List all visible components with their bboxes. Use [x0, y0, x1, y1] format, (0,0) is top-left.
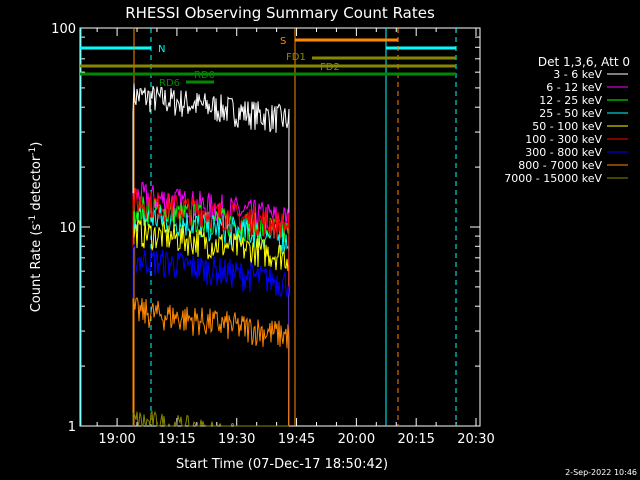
x-tick-label: 19:30 [218, 432, 255, 447]
x-tick-label: 20:15 [397, 432, 434, 447]
x-tick-label: 19:45 [278, 432, 315, 447]
flag-label: S [280, 36, 286, 47]
legend-label: 25 - 50 keV [539, 107, 602, 120]
footer-date: 2-Sep-2022 10:46 [565, 468, 637, 477]
flag-label: RD0 [194, 70, 215, 81]
flag-label: N [158, 44, 165, 55]
series-line [132, 188, 290, 427]
legend-label: 12 - 25 keV [539, 94, 602, 107]
series-line [132, 219, 290, 427]
flag-label: FD2 [320, 62, 340, 73]
series-line [132, 410, 289, 427]
y-tick-label: 1 [68, 420, 76, 435]
legend-label: 3 - 6 keV [553, 68, 602, 81]
x-tick-label: 20:30 [457, 432, 494, 447]
series-line [132, 205, 290, 427]
chart-title: RHESSI Observing Summary Count Rates [125, 4, 435, 22]
x-tick-label: 20:00 [338, 432, 375, 447]
legend-label: 100 - 300 keV [525, 133, 602, 146]
y-axis-label: Count Rate (s-1 detector-1) [28, 142, 44, 313]
series-line [132, 297, 290, 427]
flag-label: FD1 [286, 52, 306, 63]
x-tick-label: 19:15 [158, 432, 195, 447]
series-line [132, 243, 290, 427]
legend-label: 6 - 12 keV [546, 81, 602, 94]
y-tick-label: 10 [59, 221, 76, 236]
x-axis-label: Start Time (07-Dec-17 18:50:42) [176, 457, 388, 472]
x-tick-label: 19:00 [98, 432, 135, 447]
legend-label: 800 - 7000 keV [518, 159, 602, 172]
flag-label: RD6 [159, 78, 180, 89]
series-line [132, 83, 290, 427]
legend-label: 7000 - 15000 keV [504, 172, 602, 185]
legend-label: 300 - 800 keV [525, 146, 602, 159]
legend-header: Det 1,3,6, Att 0 [538, 55, 630, 69]
legend-label: 50 - 100 keV [532, 120, 602, 133]
y-tick-label: 100 [51, 22, 76, 37]
